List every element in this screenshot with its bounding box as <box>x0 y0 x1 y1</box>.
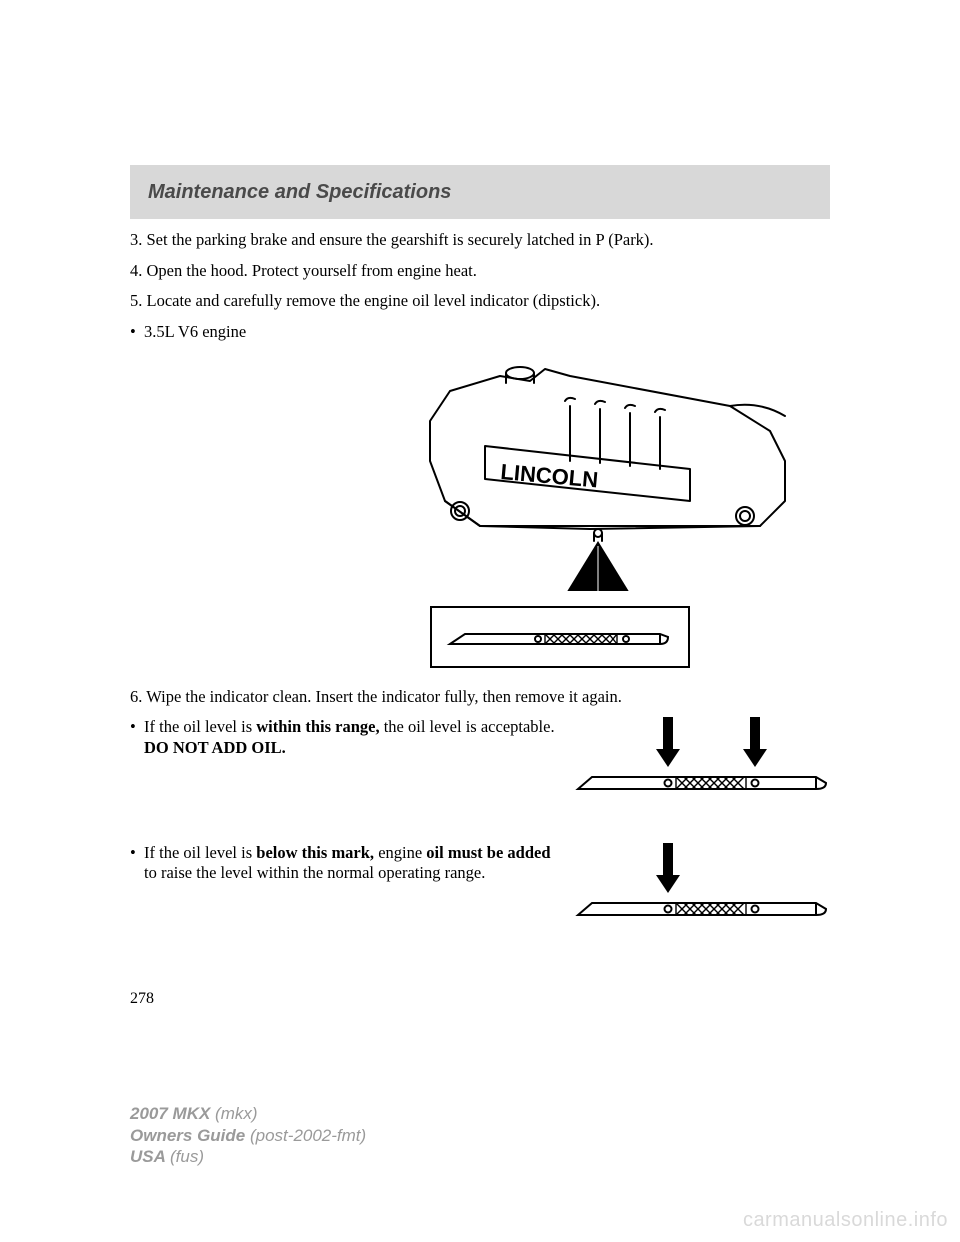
oil-within-mid: the oil level is acceptable. <box>380 717 555 736</box>
oil-below-pre: If the oil level is <box>144 843 256 862</box>
oil-below-text: If the oil level is below this mark, eng… <box>144 843 570 884</box>
watermark: carmanualsonline.info <box>743 1209 948 1232</box>
dipstick-within-range-figure <box>570 717 830 813</box>
footer-line1: 2007 MKX (mkx) <box>130 1103 366 1124</box>
oil-below-bold1: below this mark, <box>256 843 374 862</box>
bullet-dot: • <box>130 843 144 864</box>
footer-line2: Owners Guide (post-2002-fmt) <box>130 1125 366 1146</box>
step-5: 5. Locate and carefully remove the engin… <box>130 291 830 312</box>
footer: 2007 MKX (mkx) Owners Guide (post-2002-f… <box>130 1103 366 1167</box>
engine-figure-area: LINCOLN <box>130 351 830 681</box>
footer-line3: USA (fus) <box>130 1146 366 1167</box>
bullet-dot: • <box>130 717 144 738</box>
manual-page: Maintenance and Specifications 3. Set th… <box>0 0 960 1242</box>
page-number: 278 <box>130 990 154 1008</box>
oil-within-pre: If the oil level is <box>144 717 256 736</box>
oil-below-mid: engine <box>374 843 426 862</box>
section-header: Maintenance and Specifications <box>130 165 830 219</box>
bullet-dot: • <box>130 322 144 343</box>
oil-within-range-row: • If the oil level is within this range,… <box>130 717 830 813</box>
page-content: 3. Set the parking brake and ensure the … <box>130 230 830 968</box>
engine-diagram: LINCOLN <box>390 351 820 597</box>
engine-bullet-row: • 3.5L V6 engine <box>130 322 830 343</box>
oil-below-bold2: oil must be added <box>426 843 550 862</box>
step-4: 4. Open the hood. Protect yourself from … <box>130 261 830 282</box>
oil-within-bold2: DO NOT ADD OIL. <box>144 738 286 757</box>
oil-within-text: If the oil level is within this range, t… <box>144 717 570 758</box>
oil-within-bold1: within this range, <box>256 717 379 736</box>
oil-below-mark-row: • If the oil level is below this mark, e… <box>130 843 830 939</box>
step-3: 3. Set the parking brake and ensure the … <box>130 230 830 251</box>
dipstick-below-mark-figure <box>570 843 830 939</box>
section-title: Maintenance and Specifications <box>148 181 451 204</box>
engine-bullet-text: 3.5L V6 engine <box>144 322 830 343</box>
engine-brand-label: LINCOLN <box>500 459 600 492</box>
oil-below-post: to raise the level within the normal ope… <box>144 863 485 882</box>
step-6: 6. Wipe the indicator clean. Insert the … <box>130 687 830 708</box>
dipstick-legend <box>430 606 690 668</box>
